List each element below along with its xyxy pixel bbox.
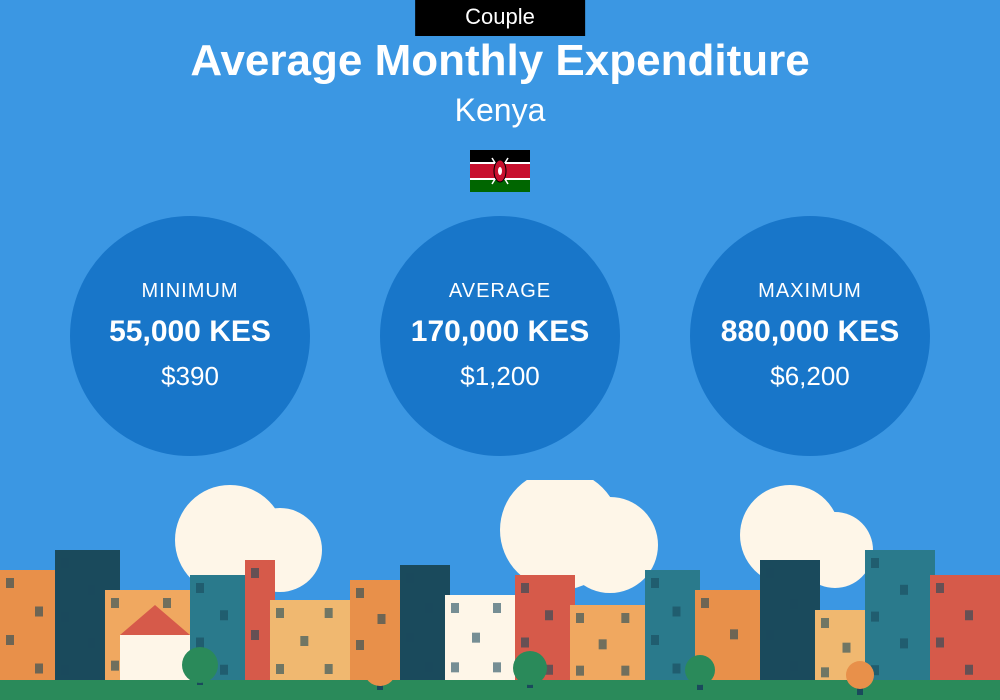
page-title: Average Monthly Expenditure [0, 36, 1000, 86]
stat-amount: 55,000 KES [109, 315, 271, 349]
stat-usd: $390 [161, 361, 219, 392]
cityscape-illustration [0, 480, 1000, 700]
stat-circle-maximum: MAXIMUM 880,000 KES $6,200 [690, 216, 930, 456]
stat-circle-minimum: MINIMUM 55,000 KES $390 [70, 216, 310, 456]
country-name: Kenya [0, 92, 1000, 129]
category-badge: Couple [415, 0, 585, 36]
stat-amount: 170,000 KES [411, 315, 589, 349]
stat-label: AVERAGE [449, 280, 551, 303]
stat-circles: MINIMUM 55,000 KES $390 AVERAGE 170,000 … [0, 216, 1000, 456]
stat-label: MAXIMUM [758, 280, 862, 303]
stat-label: MINIMUM [142, 280, 239, 303]
stat-usd: $1,200 [460, 361, 540, 392]
stat-amount: 880,000 KES [721, 315, 899, 349]
badge-text: Couple [465, 4, 535, 29]
kenya-flag-icon [470, 150, 530, 192]
stat-usd: $6,200 [770, 361, 850, 392]
stat-circle-average: AVERAGE 170,000 KES $1,200 [380, 216, 620, 456]
